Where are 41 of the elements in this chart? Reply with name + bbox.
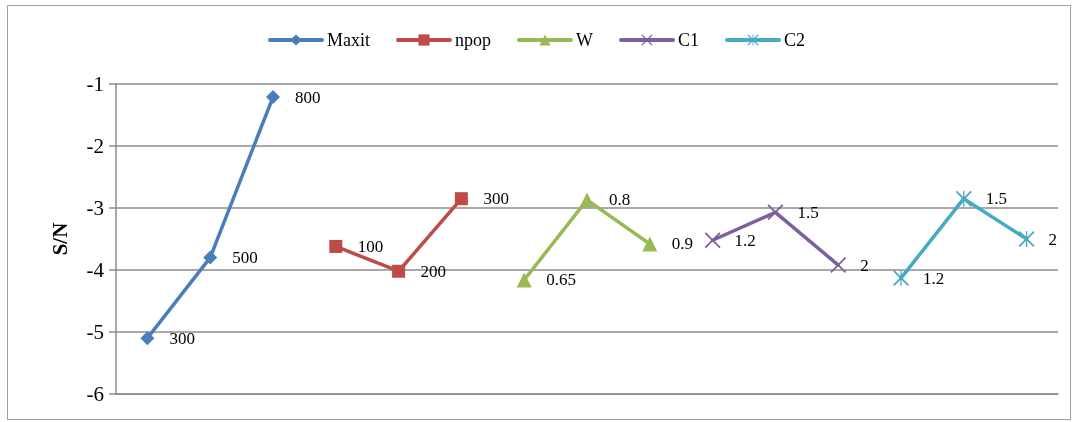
point: [893, 270, 909, 287]
y-tick-label: -1: [86, 72, 104, 96]
annotation: 1.5: [985, 189, 1008, 209]
annotation: 300: [169, 328, 195, 348]
annotation: 0.65: [546, 270, 576, 290]
y-tick-label: -6: [86, 382, 104, 406]
annotation: 1.2: [734, 230, 756, 250]
point: [955, 190, 972, 207]
legend-label: W: [576, 30, 593, 50]
annotation: 300: [483, 189, 509, 209]
point: [642, 236, 658, 252]
legend-label: Maxit: [327, 30, 370, 50]
point: [140, 331, 155, 346]
y-tick-label: -2: [86, 134, 104, 158]
annotation: 800: [295, 87, 321, 107]
point: [203, 250, 218, 265]
y-tick-label: -5: [86, 320, 104, 344]
annotation: 0.8: [609, 190, 631, 210]
legend-label: C1: [677, 30, 699, 50]
annotation: 2: [1048, 229, 1058, 249]
point: [830, 257, 847, 274]
point: [516, 272, 532, 288]
annotation: 500: [232, 248, 258, 268]
point: [266, 90, 280, 105]
point: [767, 204, 784, 221]
point: [454, 192, 468, 206]
annotation: 1.5: [797, 202, 819, 222]
point: [392, 264, 406, 278]
annotation: 0.9: [671, 234, 694, 254]
annotation: 100: [357, 236, 384, 256]
point: [329, 239, 343, 253]
annotation: 2: [860, 255, 869, 275]
legend-label: npop: [455, 30, 491, 50]
annotation: 1.2: [923, 268, 945, 288]
annotation: 200: [420, 261, 447, 281]
legend-label: C2: [783, 30, 806, 50]
point: [704, 232, 721, 249]
y-tick-label: -4: [86, 258, 105, 282]
y-axis-title: S/N: [47, 222, 72, 256]
y-tick-label: -3: [86, 196, 104, 220]
point: [579, 192, 595, 208]
